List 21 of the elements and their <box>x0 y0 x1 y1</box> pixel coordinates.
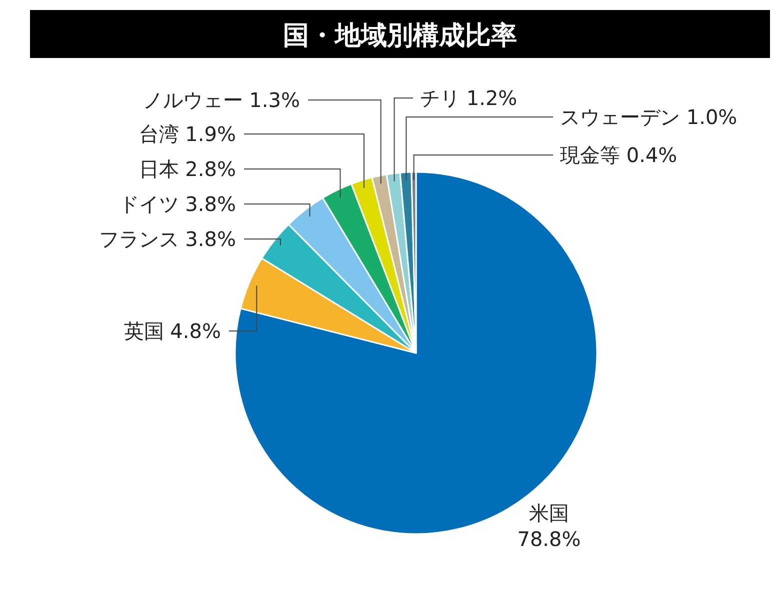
data-label: 4.8% <box>170 319 221 343</box>
slice-label: チリ <box>420 86 460 110</box>
data-label: 3.8% <box>185 227 236 251</box>
data-label: 1.9% <box>185 122 236 146</box>
slice-label: 現金等 <box>560 143 620 167</box>
slice-label: 台湾 <box>138 122 179 146</box>
slice-label: ドイツ <box>118 192 179 216</box>
data-label: 1.2% <box>466 86 518 110</box>
slice-label: フランス <box>98 227 179 251</box>
data-label: 0.4% <box>626 143 678 167</box>
slice-label: ノルウェー <box>142 88 243 112</box>
chart-title: 国・地域別構成比率 <box>283 21 517 51</box>
data-label: 78.8% <box>517 527 581 551</box>
data-label: 3.8% <box>185 192 236 216</box>
slice-label: 英国 <box>124 319 164 343</box>
slice-label: スウェーデン <box>560 105 680 129</box>
data-label: 1.0% <box>686 105 738 129</box>
data-label: 1.3% <box>249 88 300 112</box>
data-label: 2.8% <box>185 157 236 181</box>
slice-label: 日本 <box>138 157 179 181</box>
slice-label: 米国 <box>529 501 569 525</box>
